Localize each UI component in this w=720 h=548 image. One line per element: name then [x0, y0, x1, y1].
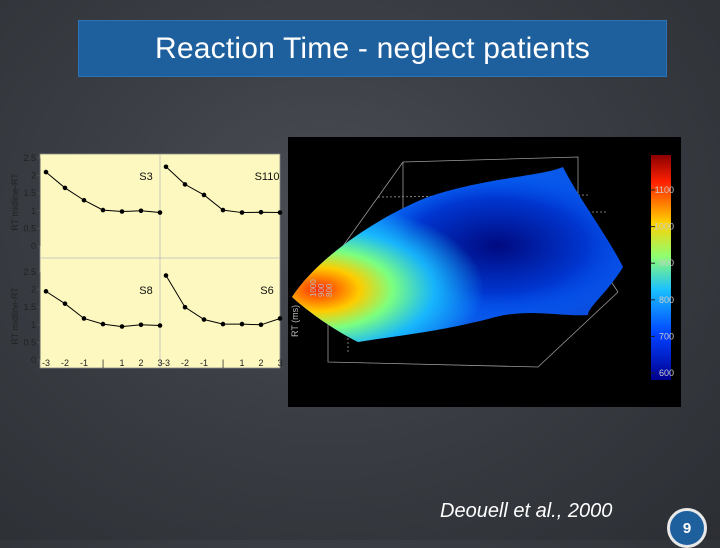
- colorbar-tick-label: 1000: [654, 222, 674, 232]
- y-axis-label: RT midline-RT: [10, 173, 20, 231]
- rt-surface-svg: 1000 900 800 RT (ms) 1100100090080070060…: [290, 155, 674, 380]
- x-tick-label: 3: [157, 358, 162, 368]
- x-tick-label: 2: [258, 358, 263, 368]
- y-tick-label: 2.5: [23, 153, 36, 163]
- data-point: [100, 207, 106, 213]
- surface-z-tick: 800: [325, 283, 334, 297]
- y-tick-label: 0: [31, 241, 36, 251]
- data-point: [138, 208, 144, 214]
- x-tick-label: -3: [162, 358, 170, 368]
- x-tick-label: -2: [181, 358, 189, 368]
- data-point: [239, 321, 245, 327]
- colorbar-tick-label: 900: [659, 258, 674, 268]
- y-tick-label: 1: [31, 206, 36, 216]
- y-tick-label: 1.5: [23, 302, 36, 312]
- y-tick-label: 2: [31, 171, 36, 181]
- panel-label: S6: [260, 285, 273, 297]
- data-point: [100, 321, 106, 327]
- panel-label: S8: [139, 285, 152, 297]
- data-point: [182, 182, 188, 187]
- data-point: [163, 273, 169, 278]
- colorbar-tick-label: 800: [659, 295, 674, 305]
- data-point: [201, 317, 207, 322]
- data-point: [239, 210, 245, 215]
- colorbar-tick-label: 1100: [655, 185, 674, 195]
- x-tick-label: 1: [239, 358, 244, 368]
- data-point: [43, 169, 49, 175]
- colorbar-ticks: 1100 1000 900 800 700 600: [651, 185, 674, 378]
- x-tick-label: 2: [138, 358, 143, 368]
- x-tick-label: -2: [61, 358, 69, 368]
- x-tick-label: -1: [200, 358, 208, 368]
- data-point: [277, 316, 283, 321]
- panel-label: S110: [255, 171, 280, 183]
- data-point: [182, 304, 188, 310]
- data-point: [119, 209, 125, 214]
- rt-small-multiples: 2.5 2 1.5 1 0.5 0 RT midline-RT 2.5 2 1.5 1 0.5 0 RT …: [10, 150, 288, 380]
- data-point: [163, 164, 169, 170]
- data-point: [62, 301, 68, 306]
- panel-label: S3: [139, 171, 152, 183]
- x-tick-label: |: [102, 358, 104, 368]
- y-tick-label: 2: [31, 285, 36, 295]
- page-number: 9: [682, 519, 692, 537]
- data-point: [201, 192, 207, 198]
- surface-z-label: RT (ms): [290, 305, 300, 337]
- colorbar-tick-label: 700: [659, 331, 674, 341]
- y-tick-label: 0: [31, 355, 36, 365]
- data-point: [62, 185, 68, 191]
- surface-z-tick: 1000: [309, 279, 318, 297]
- x-tick-label: -3: [42, 358, 50, 368]
- citation: Deouell et al., 2000: [440, 500, 613, 522]
- y-tick-label: 1: [31, 320, 36, 330]
- data-point: [277, 210, 283, 215]
- rt-surface-plot: 1000 900 800 RT (ms) 1100 1000 900 800 700 60…: [288, 137, 681, 407]
- slide-title-banner: Reaction Time - neglect patients: [78, 20, 667, 77]
- x-tick-label: -1: [80, 358, 88, 368]
- surface-mesh: [292, 167, 623, 342]
- x-tick-label: 1: [119, 358, 124, 368]
- data-point: [119, 324, 125, 329]
- surface-z-tick: 900: [317, 283, 326, 297]
- data-point: [43, 289, 49, 294]
- page-number-badge: 9: [667, 508, 707, 548]
- data-point: [258, 209, 264, 215]
- colorbar: [651, 155, 671, 380]
- y-tick-label: 0.5: [23, 223, 36, 233]
- colorbar-tick-label: 600: [659, 368, 674, 378]
- data-point: [220, 207, 226, 213]
- x-tick-label: 3: [277, 358, 282, 368]
- x-tick-label: |: [222, 358, 224, 368]
- data-point: [81, 197, 87, 203]
- y-tick-label: 1.5: [23, 188, 36, 198]
- data-point: [220, 321, 226, 327]
- data-point: [157, 210, 163, 215]
- data-point: [258, 322, 264, 328]
- data-point: [138, 322, 144, 328]
- slide-title: Reaction Time - neglect patients: [155, 31, 590, 65]
- data-point: [81, 316, 87, 321]
- data-point: [157, 323, 163, 328]
- y-tick-label: 0.5: [23, 337, 36, 347]
- y-axis-label: RT midline-RT: [10, 287, 20, 345]
- y-tick-label: 2.5: [23, 267, 36, 277]
